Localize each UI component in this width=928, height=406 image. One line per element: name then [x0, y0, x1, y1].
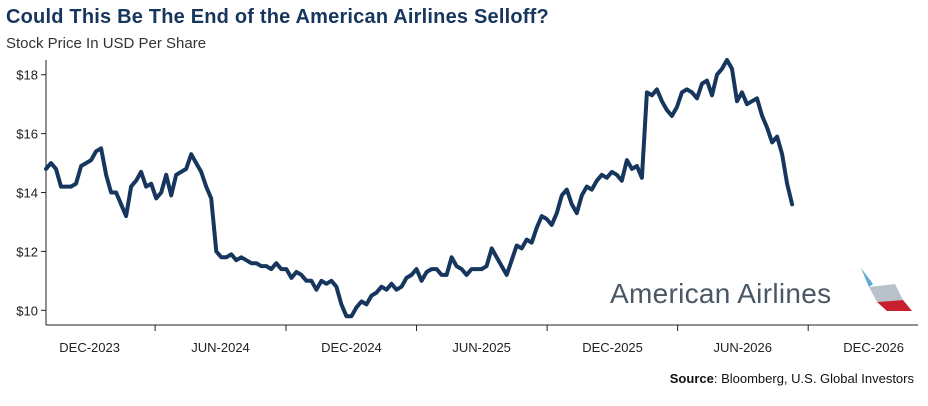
chart-title: Could This Be The End of the American Ai…: [6, 6, 549, 28]
x-tick-label: DEC-2026: [843, 340, 904, 355]
y-tick-label: $12: [16, 244, 38, 259]
y-tick-label: $16: [16, 127, 38, 142]
x-tick-label: DEC-2023: [59, 340, 120, 355]
x-tick-label: DEC-2024: [321, 340, 382, 355]
x-tick-label: JUN-2025: [452, 340, 511, 355]
source-label: Source: [669, 371, 714, 386]
y-tick-label: $10: [16, 303, 38, 318]
source-note: Source: Bloomberg, U.S. Global Investors: [670, 371, 914, 386]
x-tick-label: DEC-2025: [582, 340, 643, 355]
x-tick-label: JUN-2024: [191, 340, 250, 355]
american-airlines-logo: American Airlines: [610, 268, 912, 311]
y-axis: $10 $12 $14 $16 $18: [16, 60, 47, 325]
source-text: : Bloomberg, U.S. Global Investors: [713, 371, 914, 386]
flight-symbol-icon: [861, 268, 912, 311]
y-tick-label: $14: [16, 186, 38, 201]
y-tick-label: $18: [16, 68, 38, 83]
logo-wordmark: American Airlines: [610, 278, 831, 309]
stock-price-line: [44, 58, 795, 319]
x-tick-label: JUN-2026: [713, 340, 772, 355]
x-axis: DEC-2023 JUN-2024 DEC-2024 JUN-2025 DEC-2025…: [46, 324, 918, 355]
chart-subtitle: Stock Price In USD Per Share: [6, 35, 207, 52]
line-chart: $10 $12 $14 $16 $18 DEC-2023 JUN-2024 DEC-2024…: [16, 58, 918, 355]
